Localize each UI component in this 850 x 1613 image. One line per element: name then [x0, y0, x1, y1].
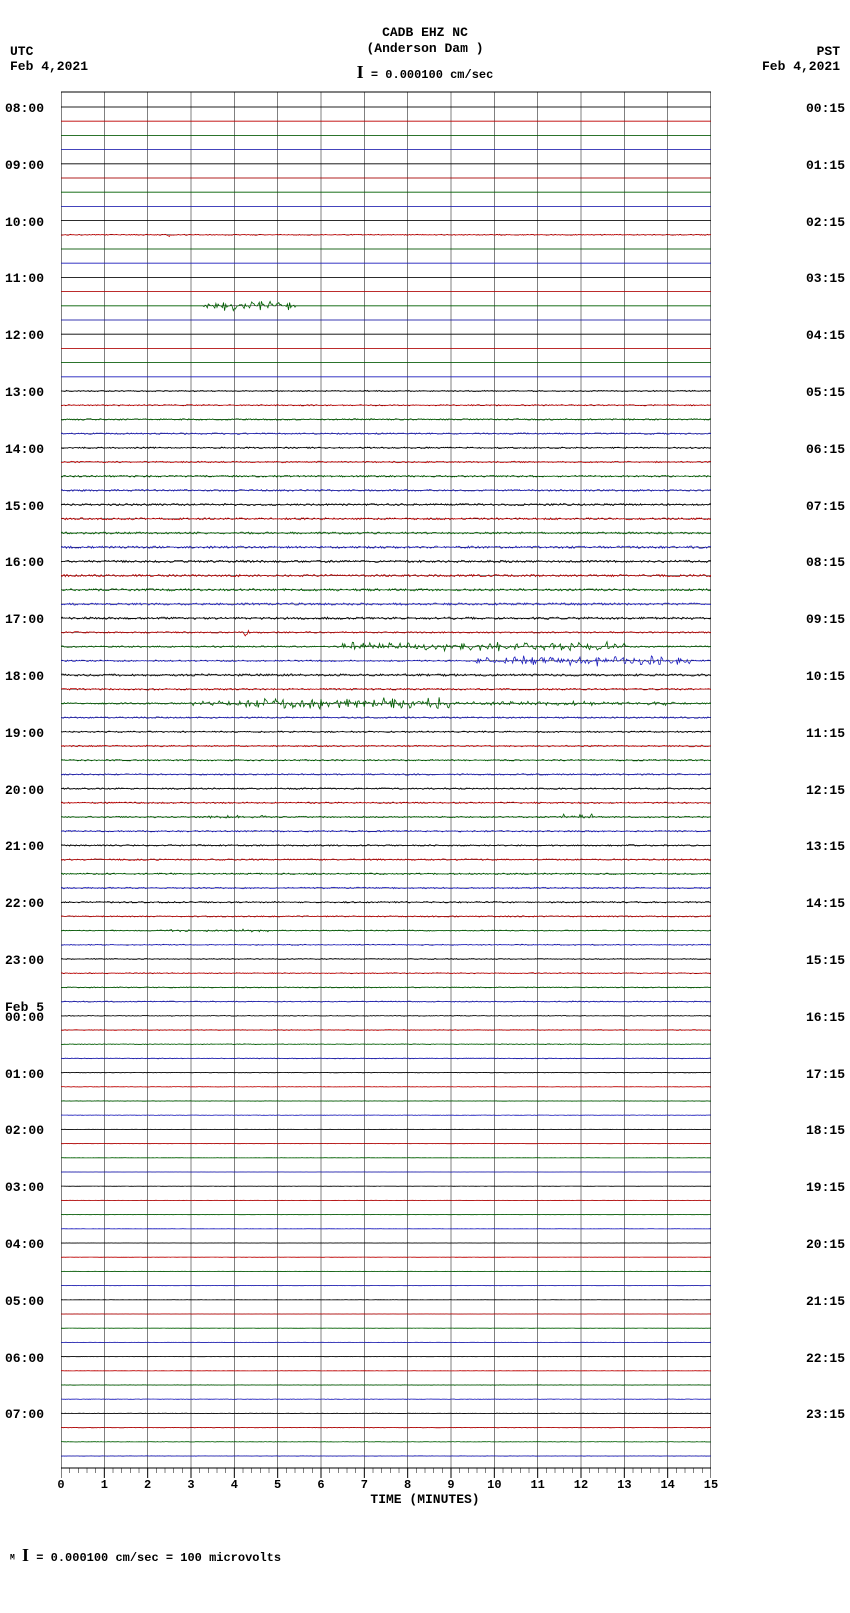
y-left-label: 11:00	[5, 271, 60, 286]
x-tick-label: 9	[441, 1478, 461, 1492]
y-right-label: 02:15	[760, 215, 845, 230]
y-left-label: 20:00	[5, 783, 60, 798]
y-left-label: 03:00	[5, 1180, 60, 1195]
x-tick-label: 13	[614, 1478, 634, 1492]
y-left-label: 16:00	[5, 555, 60, 570]
x-tick-label: 0	[51, 1478, 71, 1492]
y-left-label: 01:00	[5, 1067, 60, 1082]
y-left-label: 17:00	[5, 612, 60, 627]
scale-text-bottom: = 0.000100 cm/sec = 100 microvolts	[36, 1551, 281, 1565]
y-right-label: 09:15	[760, 612, 845, 627]
y-right-label: 10:15	[760, 669, 845, 684]
scale-glyph-icon: I	[357, 62, 364, 82]
tz-left-label: UTC	[10, 44, 88, 59]
x-tick-label: 4	[224, 1478, 244, 1492]
y-right-label: 17:15	[760, 1067, 845, 1082]
y-left-label: 08:00	[5, 101, 60, 116]
x-tick-label: 10	[484, 1478, 504, 1492]
y-axis-left: 08:00 09:00 10:00 11:00 12:00 13:00 14:00 15:00…	[5, 90, 60, 1480]
x-tick-label: 2	[138, 1478, 158, 1492]
y-right-label: 05:15	[760, 385, 845, 400]
y-right-label: 07:15	[760, 499, 845, 514]
y-left-label: 00:00	[5, 1010, 60, 1025]
y-left-label: 09:00	[5, 158, 60, 173]
scale-glyph-icon: I	[22, 1545, 29, 1565]
x-tick-label: 3	[181, 1478, 201, 1492]
scale-indicator-top: I = 0.000100 cm/sec	[0, 62, 850, 83]
scale-text-top: = 0.000100 cm/sec	[371, 68, 493, 82]
y-right-label: 21:15	[760, 1294, 845, 1309]
y-right-label: 22:15	[760, 1351, 845, 1366]
x-tick-label: 12	[571, 1478, 591, 1492]
y-right-label: 01:15	[760, 158, 845, 173]
seismogram-wrapper: CADB EHZ NC (Anderson Dam ) UTC Feb 4,20…	[0, 0, 850, 1576]
station-title-line1: CADB EHZ NC	[0, 25, 850, 41]
y-left-label: 04:00	[5, 1237, 60, 1252]
y-right-label: 16:15	[760, 1010, 845, 1025]
y-right-label: 12:15	[760, 783, 845, 798]
y-left-label: 23:00	[5, 953, 60, 968]
tz-right-label: PST	[762, 44, 840, 59]
y-left-label: 15:00	[5, 499, 60, 514]
y-left-label: 22:00	[5, 896, 60, 911]
station-title-line2: (Anderson Dam )	[0, 41, 850, 57]
x-tick-label: 1	[94, 1478, 114, 1492]
y-left-label: 18:00	[5, 669, 60, 684]
helicorder-chart: 08:00 09:00 10:00 11:00 12:00 13:00 14:00 15:00…	[5, 90, 845, 1510]
y-right-label: 18:15	[760, 1123, 845, 1138]
y-right-label: 04:15	[760, 328, 845, 343]
y-right-label: 08:15	[760, 555, 845, 570]
y-right-label: 11:15	[760, 726, 845, 741]
y-right-label: 15:15	[760, 953, 845, 968]
x-tick-label: 15	[701, 1478, 721, 1492]
station-header: CADB EHZ NC (Anderson Dam )	[0, 25, 850, 56]
scale-indicator-bottom: M I = 0.000100 cm/sec = 100 microvolts	[5, 1545, 845, 1566]
y-right-label: 03:15	[760, 271, 845, 286]
x-tick-label: 7	[354, 1478, 374, 1492]
x-tick-label: 5	[268, 1478, 288, 1492]
helicorder-svg	[61, 90, 711, 1490]
y-left-label: 13:00	[5, 385, 60, 400]
y-right-label: 13:15	[760, 839, 845, 854]
y-right-label: 06:15	[760, 442, 845, 457]
y-left-label: 21:00	[5, 839, 60, 854]
x-axis-title: TIME (MINUTES)	[5, 1492, 845, 1507]
y-right-label: 14:15	[760, 896, 845, 911]
y-right-label: 20:15	[760, 1237, 845, 1252]
x-tick-label: 14	[658, 1478, 678, 1492]
y-axis-right: 00:15 01:15 02:15 03:15 04:15 05:15 06:15 07:15…	[760, 90, 845, 1480]
y-left-label: 05:00	[5, 1294, 60, 1309]
x-tick-label: 6	[311, 1478, 331, 1492]
y-left-label: 19:00	[5, 726, 60, 741]
y-right-label: 00:15	[760, 101, 845, 116]
y-right-label: 23:15	[760, 1407, 845, 1422]
y-left-label: 12:00	[5, 328, 60, 343]
y-left-label: 10:00	[5, 215, 60, 230]
y-left-label: 02:00	[5, 1123, 60, 1138]
y-right-label: 19:15	[760, 1180, 845, 1195]
y-left-label: 06:00	[5, 1351, 60, 1366]
x-tick-label: 8	[398, 1478, 418, 1492]
y-left-label: 07:00	[5, 1407, 60, 1422]
x-tick-label: 11	[528, 1478, 548, 1492]
y-left-label: 14:00	[5, 442, 60, 457]
